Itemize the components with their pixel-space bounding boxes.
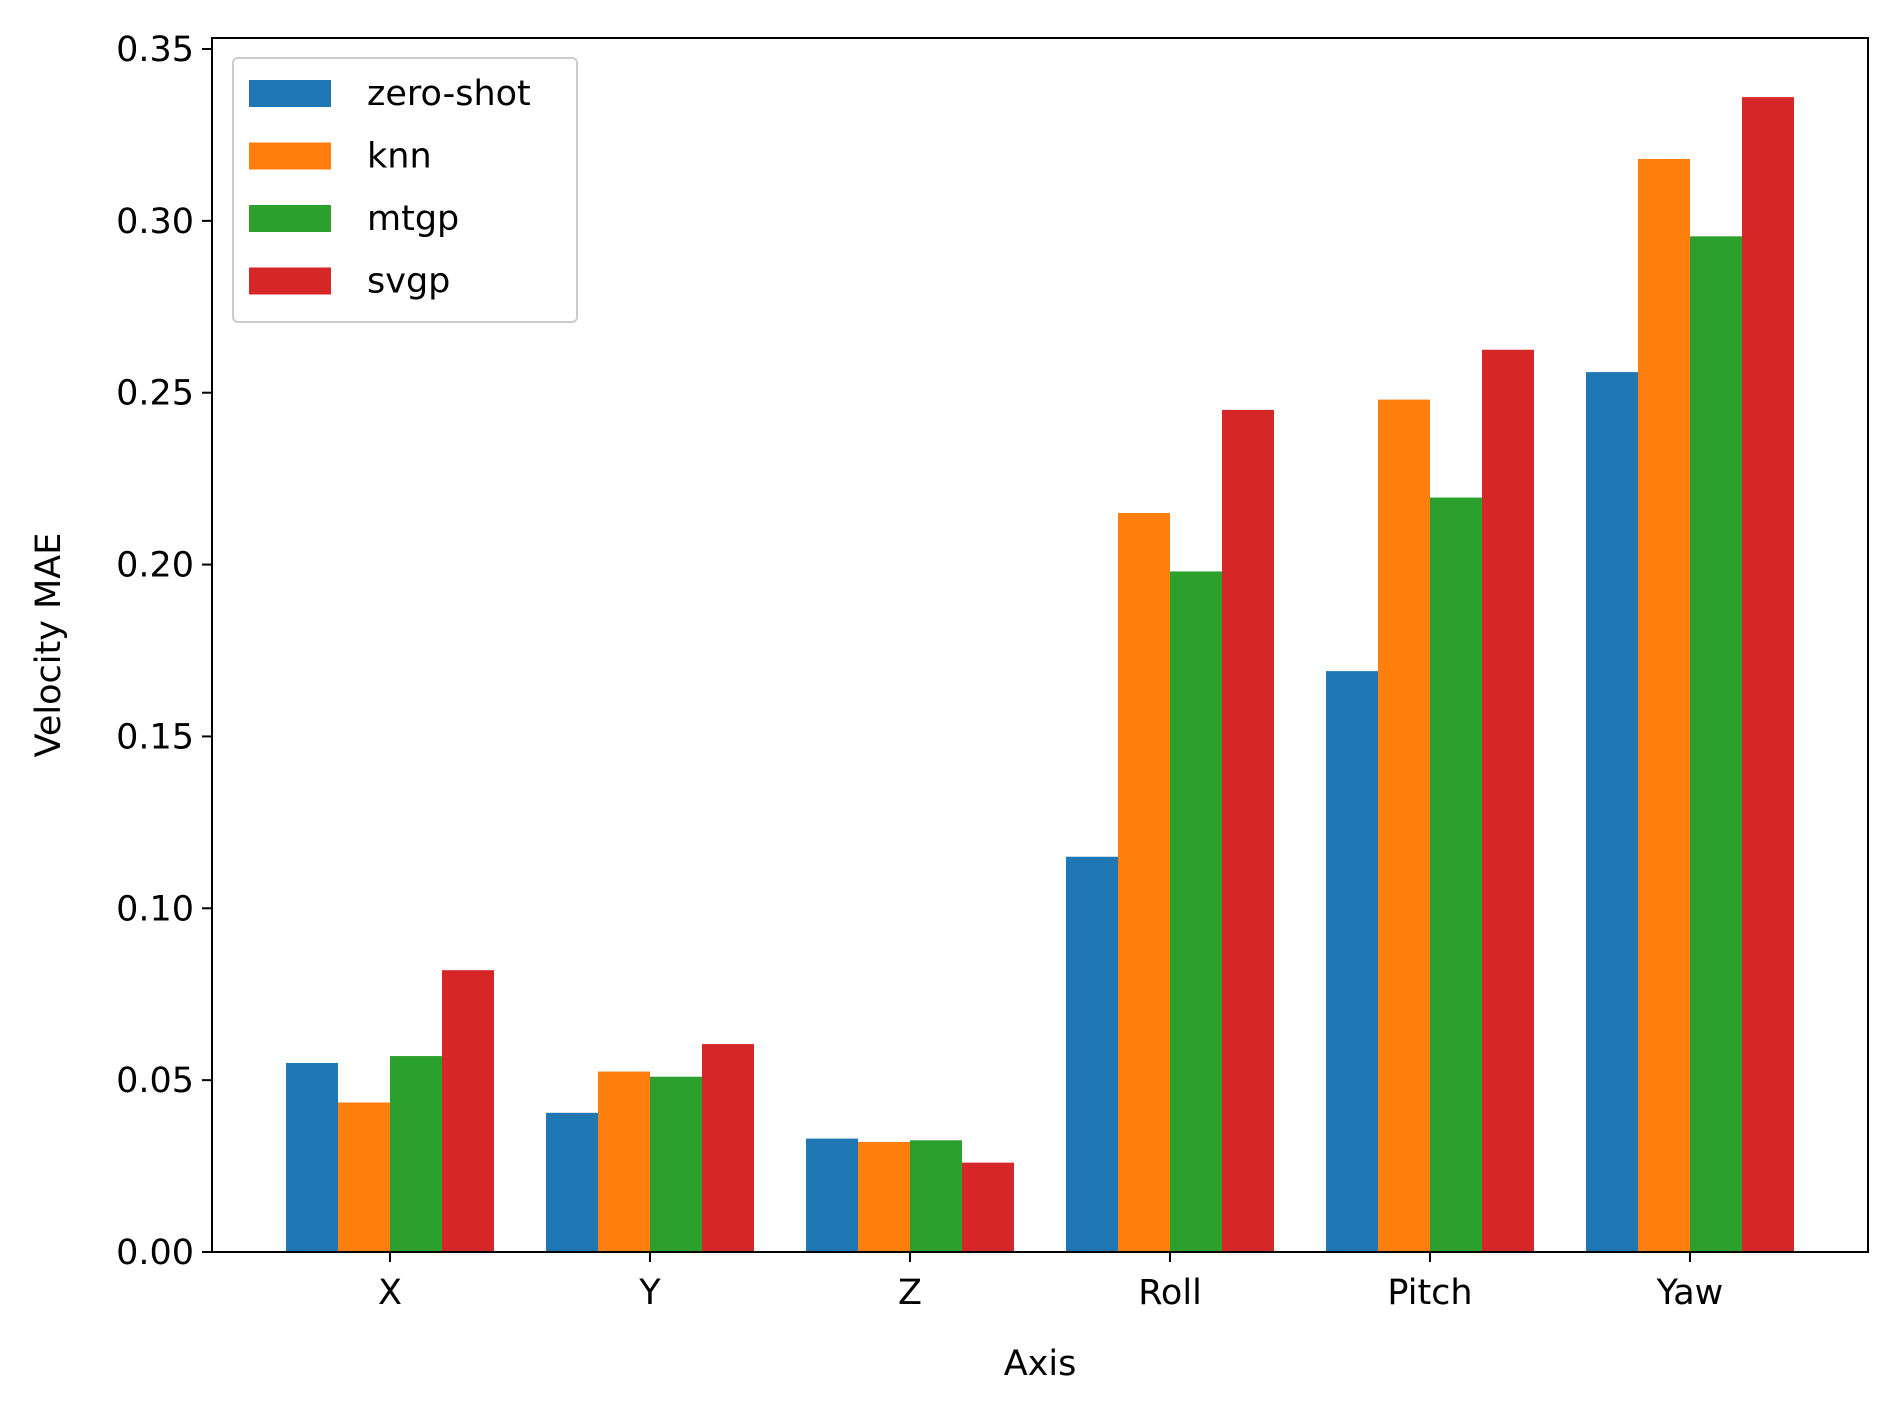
y-tick-label: 0.35 <box>116 30 194 70</box>
bar-svgp-roll <box>1222 409 1274 1252</box>
legend-swatch-svgp <box>249 267 331 295</box>
x-tick-label-pitch: Pitch <box>1387 1273 1472 1313</box>
bar-zero-shot-roll <box>1066 856 1118 1252</box>
bar-mtgp-yaw <box>1690 236 1742 1252</box>
bar-zero-shot-x <box>286 1062 338 1252</box>
y-axis-label: Velocity MAE <box>29 533 69 758</box>
bar-mtgp-x <box>390 1056 442 1252</box>
bar-svgp-yaw <box>1742 97 1794 1253</box>
bar-mtgp-z <box>910 1140 962 1252</box>
x-axis-ticks: X Y Z Roll Pitch Yaw <box>378 1252 1723 1313</box>
plot-frame <box>211 37 1869 1253</box>
bar-mtgp-roll <box>1170 571 1222 1252</box>
bar-svgp-pitch <box>1482 349 1534 1252</box>
x-tick-label-x: X <box>378 1273 402 1313</box>
bar-knn-y <box>598 1071 650 1252</box>
x-tick-label-yaw: Yaw <box>1656 1273 1724 1313</box>
legend-label-knn: knn <box>367 137 432 177</box>
legend-label-mtgp: mtgp <box>367 199 459 239</box>
y-tick-label: 0.30 <box>116 202 194 242</box>
legend-label-svgp: svgp <box>367 262 450 302</box>
bar-knn-x <box>338 1102 390 1252</box>
legend-box <box>232 57 578 323</box>
legend-swatch-mtgp <box>249 205 331 232</box>
x-tick-label-z: Z <box>898 1273 922 1313</box>
bar-knn-pitch <box>1378 399 1430 1253</box>
y-tick-label: 0.20 <box>116 546 194 586</box>
bars-layer <box>286 97 1794 1253</box>
bar-zero-shot-y <box>546 1112 598 1252</box>
bar-knn-z <box>858 1142 910 1252</box>
x-tick-label-y: Y <box>638 1273 661 1313</box>
legend-swatch-zero-shot <box>249 80 331 107</box>
bar-knn-roll <box>1118 513 1170 1252</box>
bar-svgp-y <box>702 1044 754 1252</box>
bar-zero-shot-yaw <box>1586 372 1638 1253</box>
bar-zero-shot-z <box>806 1138 858 1252</box>
x-tick-label-roll: Roll <box>1138 1273 1202 1313</box>
bar-zero-shot-pitch <box>1326 671 1378 1252</box>
y-tick-label: 0.25 <box>116 374 194 414</box>
bar-knn-yaw <box>1638 158 1690 1253</box>
legend-label-zero-shot: zero-shot <box>367 74 531 114</box>
bar-mtgp-pitch <box>1430 497 1482 1252</box>
y-tick-label: 0.15 <box>116 717 194 757</box>
bar-svgp-x <box>442 970 494 1252</box>
y-tick-label: 0.00 <box>116 1233 194 1273</box>
bar-mtgp-y <box>650 1076 702 1252</box>
y-tick-label: 0.10 <box>116 889 194 929</box>
x-axis-label: Axis <box>1004 1344 1077 1384</box>
legend: zero-shot knn mtgp svgp <box>232 57 578 323</box>
y-tick-label: 0.05 <box>116 1061 194 1101</box>
bar-svgp-z <box>962 1162 1014 1252</box>
y-axis-ticks: 0.00 0.05 0.10 0.15 0.20 0.25 0.30 0.35 <box>116 30 212 1273</box>
legend-swatch-knn <box>249 142 331 170</box>
